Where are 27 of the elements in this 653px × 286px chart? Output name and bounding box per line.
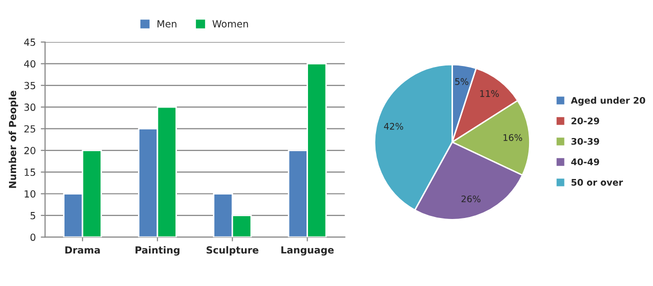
data-label: 26% [462, 195, 480, 202]
y-tick-label: 35 [24, 82, 36, 90]
x-tick-label: Drama [65, 246, 100, 254]
y-axis-title: Number of People [8, 90, 18, 188]
y-tick-label: 5 [30, 212, 36, 220]
y-tick-label: 20 [24, 146, 36, 154]
data-label: 5% [455, 78, 468, 86]
x-tick-label: Painting [136, 246, 180, 256]
y-tick-label: 10 [24, 190, 36, 198]
legend-label: Men [158, 20, 176, 28]
legend-label: 20-29 [572, 117, 600, 124]
data-label: 16% [504, 134, 522, 141]
y-tick-label: 25 [24, 125, 36, 133]
y-tick-label: 15 [24, 168, 36, 176]
legend-label: Women [212, 20, 248, 28]
data-label: 42% [384, 122, 404, 130]
x-tick-label: Sculpture [206, 246, 258, 256]
data-label: 11% [480, 90, 499, 97]
y-tick-label: 30 [24, 104, 36, 111]
legend-label: 50 or over [572, 178, 623, 186]
y-tick-label: 40 [24, 60, 36, 68]
legend-label: 30-39 [571, 138, 600, 145]
legend-label: Aged under 20 [570, 96, 646, 106]
legend-label: 40-49 [571, 158, 600, 166]
y-tick-label: 0 [30, 234, 36, 241]
x-tick-label: Language [281, 246, 334, 256]
y-tick-label: 45 [24, 38, 36, 46]
